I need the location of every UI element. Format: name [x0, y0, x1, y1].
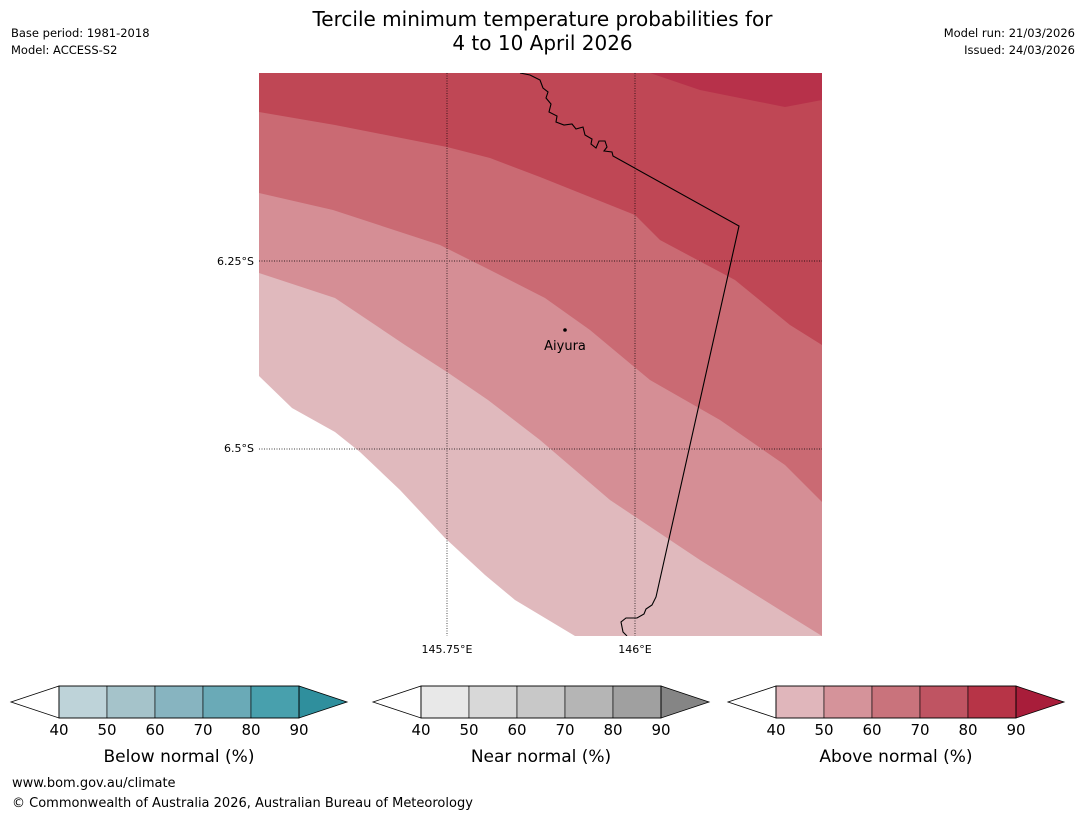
lon-label-146: 146°E — [618, 643, 651, 656]
legend-above-segment-1 — [775, 685, 825, 719]
legend-below-normal: 40 50 60 70 80 90 Below normal (%) — [9, 685, 349, 767]
meta-right: Model run: 21/03/2026 Issued: 24/03/2026 — [944, 25, 1075, 59]
issued-text: Issued: 24/03/2026 — [964, 43, 1075, 57]
probability-map — [259, 73, 822, 636]
legend-near-label: Near normal (%) — [471, 747, 611, 767]
legend-above-tick-40: 40 — [766, 721, 785, 739]
legend-below-label: Below normal (%) — [104, 747, 255, 767]
title-line-2: 4 to 10 April 2026 — [452, 31, 633, 55]
legend-near-frame — [420, 685, 662, 719]
lon-label-145-75: 145.75°E — [422, 643, 473, 656]
legend-below-segment-2 — [106, 685, 156, 719]
legend-near-tick-60: 60 — [507, 721, 526, 739]
legend-below-tick-90: 90 — [289, 721, 308, 739]
no-data-area — [259, 376, 575, 636]
legend-near-tick-90: 90 — [651, 721, 670, 739]
legend-near-segment-1 — [420, 685, 470, 719]
lat-label-6-25: 6.25°S — [217, 255, 254, 268]
legend-near-under-arrow — [371, 685, 422, 719]
base-period-text: Base period: 1981-2018 — [11, 26, 150, 40]
legend-below-segment-1 — [58, 685, 108, 719]
footer: www.bom.gov.au/climate © Commonwealth of… — [12, 774, 473, 814]
legend-near-tick-80: 80 — [603, 721, 622, 739]
legend-below-segment-4 — [202, 685, 252, 719]
legend-near-tick-50: 50 — [459, 721, 478, 739]
website-link[interactable]: www.bom.gov.au/climate — [12, 776, 176, 791]
legend-near-segment-2 — [468, 685, 518, 719]
aiyura-label: Aiyura — [544, 339, 586, 354]
legend-below-tick-50: 50 — [97, 721, 116, 739]
legend-above-segment-2 — [823, 685, 873, 719]
legend-near-over-arrow — [660, 685, 711, 719]
legend-above-under-arrow — [726, 685, 777, 719]
legend-below-frame — [58, 685, 300, 719]
legend-below-tick-40: 40 — [49, 721, 68, 739]
legend-near-normal: 40 50 60 70 80 90 Near normal (%) — [371, 685, 711, 767]
border-line — [519, 73, 740, 636]
legend-near-segment-3 — [516, 685, 566, 719]
legend-below-over-arrow — [298, 685, 349, 719]
legend-below-under-arrow — [9, 685, 60, 719]
legend-above-segment-4 — [919, 685, 969, 719]
legend-above-normal: 40 50 60 70 80 90 Above normal (%) — [726, 685, 1066, 767]
model-run-text: Model run: 21/03/2026 — [943, 26, 1075, 40]
legend-above-tick-90: 90 — [1006, 721, 1025, 739]
legend-below-tick-60: 60 — [145, 721, 164, 739]
legend-near-tick-40: 40 — [411, 721, 430, 739]
legend-near-segment-5 — [612, 685, 662, 719]
copyright-text: © Commonwealth of Australia 2026, Austra… — [12, 796, 473, 811]
legend-below-segment-5 — [250, 685, 300, 719]
legend-near-tick-70: 70 — [555, 721, 574, 739]
legend-above-frame — [775, 685, 1017, 719]
legend-above-tick-70: 70 — [910, 721, 929, 739]
legend-above-tick-50: 50 — [814, 721, 833, 739]
legend-above-label: Above normal (%) — [819, 747, 972, 767]
legend-above-segment-3 — [871, 685, 921, 719]
legend-below-segment-3 — [154, 685, 204, 719]
legend-above-segment-5 — [967, 685, 1017, 719]
legend-below-tick-80: 80 — [241, 721, 260, 739]
legend-below-tick-70: 70 — [193, 721, 212, 739]
legend-above-tick-80: 80 — [958, 721, 977, 739]
title-line-1: Tercile minimum temperature probabilitie… — [312, 7, 773, 31]
legend-near-segment-4 — [564, 685, 614, 719]
lat-label-6-5: 6.5°S — [224, 442, 254, 455]
meta-left: Base period: 1981-2018 Model: ACCESS-S2 — [11, 25, 150, 59]
model-text: Model: ACCESS-S2 — [11, 43, 118, 57]
map-title: Tercile minimum temperature probabilitie… — [0, 7, 1085, 55]
aiyura-marker — [563, 328, 567, 332]
legend-above-over-arrow — [1015, 685, 1066, 719]
legend-above-tick-60: 60 — [862, 721, 881, 739]
